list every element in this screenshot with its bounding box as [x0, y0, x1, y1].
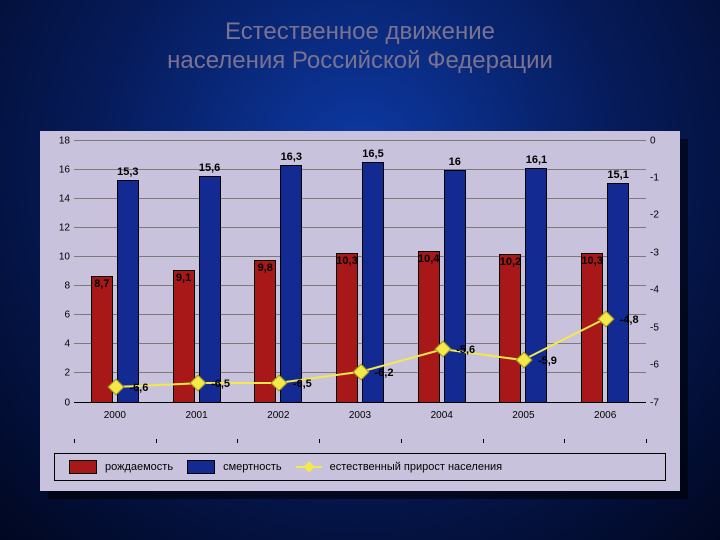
bar-death [444, 170, 466, 403]
growth-point-label: -5,9 [527, 355, 567, 367]
x-tick-label: 2005 [512, 410, 534, 421]
legend: рождаемость смертность естественный прир… [54, 453, 666, 481]
x-separator [401, 439, 402, 443]
bar-label-birth: 10,2 [490, 256, 530, 268]
y-right-tick: 0 [650, 135, 672, 146]
y-left-tick: 14 [48, 193, 70, 204]
bar-label-birth: 10,3 [327, 255, 367, 267]
legend-swatch-birth [69, 460, 97, 474]
legend-label-birth: рождаемость [105, 461, 173, 473]
x-tick-label: 2006 [594, 410, 616, 421]
x-separator [564, 439, 565, 443]
y-left-tick: 2 [48, 368, 70, 379]
growth-point-label: -5,6 [446, 344, 486, 356]
bar-label-birth: 10,4 [409, 253, 449, 265]
y-left-tick: 6 [48, 310, 70, 321]
bar-label-death: 16,5 [353, 148, 393, 160]
legend-item-growth: естественный прирост населения [296, 461, 503, 473]
y-left-tick: 8 [48, 281, 70, 292]
y-left-tick: 12 [48, 222, 70, 233]
bar-label-death: 15,6 [190, 162, 230, 174]
growth-point-label: -6,5 [282, 378, 322, 390]
bar-label-birth: 8,7 [82, 278, 122, 290]
bar-label-death: 15,1 [598, 169, 638, 181]
y-right-tick: -3 [650, 247, 672, 258]
y-right-tick: -6 [650, 360, 672, 371]
y-left-tick: 18 [48, 135, 70, 146]
growth-point-label: -6,2 [364, 367, 404, 379]
bar-death [607, 183, 629, 403]
bar-label-birth: 9,1 [164, 272, 204, 284]
legend-label-growth: естественный прирост населения [330, 461, 503, 473]
bar-label-death: 16 [435, 156, 475, 168]
x-tick-label: 2003 [349, 410, 371, 421]
y-left-tick: 4 [48, 339, 70, 350]
y-left-tick: 10 [48, 252, 70, 263]
x-tick-label: 2000 [104, 410, 126, 421]
x-separator [156, 439, 157, 443]
legend-swatch-death [187, 460, 215, 474]
growth-point-label: -4,8 [609, 314, 649, 326]
bar-label-death: 16,1 [516, 154, 556, 166]
bar-label-birth: 9,8 [245, 262, 285, 274]
y-right-tick: -1 [650, 173, 672, 184]
bar-label-death: 15,3 [108, 166, 148, 178]
plot-area: 8,7 15,3 2000 9,1 15,6 2001 9,8 16,3 2002 10,3 16,… [74, 141, 646, 425]
x-tick-label: 2001 [185, 410, 207, 421]
title-line-1: Естественное движение [0, 18, 720, 47]
legend-item-birth: рождаемость [69, 460, 173, 474]
x-separator [483, 439, 484, 443]
y-right-tick: -7 [650, 397, 672, 408]
x-separator [237, 439, 238, 443]
growth-point-label: -6,5 [201, 378, 241, 390]
y-right-tick: -5 [650, 322, 672, 333]
y-right-tick: -2 [650, 210, 672, 221]
x-separator [74, 439, 75, 443]
bar-label-death: 16,3 [271, 151, 311, 163]
bar-death [117, 180, 139, 403]
bar-death [280, 165, 302, 402]
bar-birth [499, 254, 521, 402]
y-left-tick: 0 [48, 397, 70, 408]
bar-label-birth: 10,3 [572, 255, 612, 267]
x-tick-label: 2002 [267, 410, 289, 421]
x-separator [646, 439, 647, 443]
growth-point-label: -6,6 [119, 382, 159, 394]
legend-item-death: смертность [187, 460, 282, 474]
y-right-tick: -4 [650, 285, 672, 296]
chart-title: Естественное движение населения Российск… [0, 0, 720, 76]
y-left-tick: 16 [48, 164, 70, 175]
x-separator [319, 439, 320, 443]
bar-birth [418, 251, 440, 402]
chart-container: 8,7 15,3 2000 9,1 15,6 2001 9,8 16,3 2002 10,3 16,… [40, 131, 680, 491]
x-tick-label: 2004 [431, 410, 453, 421]
bar-birth [336, 253, 358, 403]
bar-death [525, 168, 547, 402]
legend-label-death: смертность [223, 461, 282, 473]
title-line-2: населения Российской Федерации [0, 47, 720, 76]
bar-death [199, 176, 221, 403]
legend-swatch-growth [296, 461, 322, 473]
